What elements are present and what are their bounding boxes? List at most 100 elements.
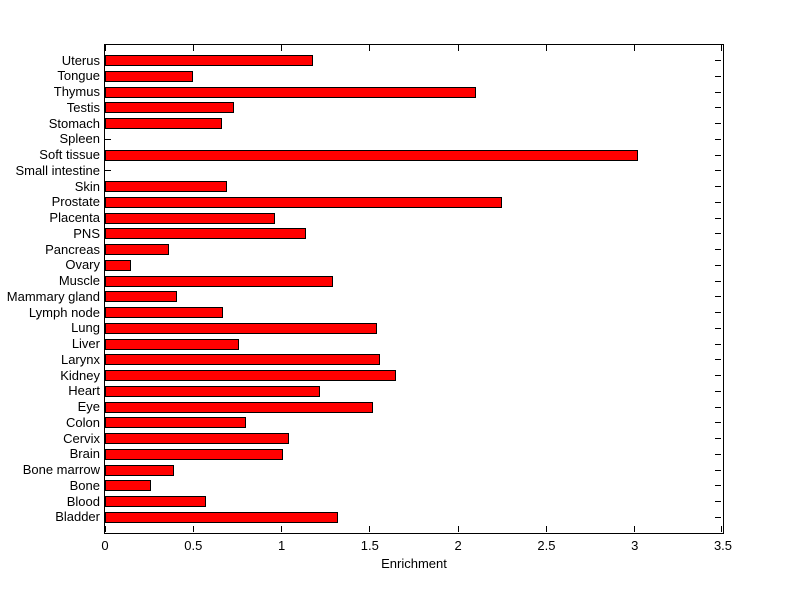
- y-tick-label-blood: Blood: [66, 493, 100, 509]
- y-tick-label-pancreas: Pancreas: [45, 241, 100, 257]
- bar-placenta: [105, 212, 275, 224]
- y-tick-label-bone: Bone: [69, 477, 100, 493]
- y-tick-right-heart: [715, 390, 721, 392]
- x-tick-bottom-5: [545, 526, 547, 532]
- y-tick-label-eye: Eye: [77, 399, 100, 415]
- bar-lymph-node: [105, 307, 223, 319]
- y-tick-label-uterus: Uterus: [61, 52, 100, 68]
- x-tick-bottom-7: [720, 526, 722, 532]
- y-tick-right-kidney: [715, 375, 721, 377]
- y-tick-label-bladder: Bladder: [55, 509, 100, 525]
- bar-ovary: [105, 259, 131, 271]
- y-tick-label-placenta: Placenta: [49, 210, 100, 226]
- y-tick-right-pns: [715, 233, 721, 235]
- y-tick-label-skin: Skin: [74, 178, 100, 194]
- y-tick-label-soft-tissue: Soft tissue: [39, 147, 100, 163]
- y-tick-right-tongue: [715, 75, 721, 77]
- bar-pns: [105, 228, 306, 240]
- bar-testis: [105, 102, 234, 114]
- bar-lung: [105, 322, 377, 334]
- bar-prostate: [105, 196, 502, 208]
- y-tick-label-brain: Brain: [69, 446, 100, 462]
- y-tick-right-placenta: [715, 217, 721, 219]
- bar-larynx: [105, 354, 380, 366]
- x-tick-bottom-2: [281, 526, 283, 532]
- bar-skin: [105, 181, 227, 193]
- x-tick-top-6: [634, 45, 636, 51]
- y-tick-right-ovary: [715, 264, 721, 266]
- x-axis-label: Enrichment: [381, 556, 447, 571]
- x-tick-label-7: 3.5: [713, 538, 733, 553]
- y-tick-right-lung: [715, 327, 721, 329]
- x-tick-label-5: 2.5: [537, 538, 556, 553]
- bar-bladder: [105, 511, 338, 523]
- y-tick-label-lung: Lung: [71, 320, 100, 336]
- bar-heart: [105, 385, 320, 397]
- y-tick-right-bone-marrow: [715, 469, 721, 471]
- y-tick-label-larynx: Larynx: [60, 351, 100, 367]
- y-tick-right-eye: [715, 406, 721, 408]
- y-tick-right-small-intestine: [715, 170, 721, 172]
- y-tick-right-blood: [715, 501, 721, 503]
- x-tick-bottom-4: [457, 526, 459, 532]
- bar-cervix: [105, 433, 289, 445]
- y-tick-right-muscle: [715, 280, 721, 282]
- x-tick-label-1: 0.5: [184, 538, 203, 553]
- y-tick-label-liver: Liver: [71, 336, 100, 352]
- y-tick-label-prostate: Prostate: [51, 194, 100, 210]
- y-tick-right-cervix: [715, 438, 721, 440]
- y-tick-label-colon: Colon: [66, 414, 100, 430]
- y-tick-label-testis: Testis: [66, 99, 100, 115]
- x-tick-top-1: [192, 45, 194, 51]
- y-tick-right-liver: [715, 343, 721, 345]
- y-tick-right-brain: [715, 453, 721, 455]
- y-tick-right-spleen: [715, 138, 721, 140]
- y-tick-label-bone-marrow: Bone marrow: [22, 462, 100, 478]
- y-tick-label-kidney: Kidney: [60, 367, 100, 383]
- y-tick-label-lymph-node: Lymph node: [28, 304, 100, 320]
- bar-uterus: [105, 55, 313, 67]
- x-tick-bottom-6: [634, 526, 636, 532]
- bar-liver: [105, 338, 239, 350]
- bar-bone-marrow: [105, 464, 174, 476]
- y-tick-label-muscle: Muscle: [58, 273, 100, 289]
- x-tick-label-6: 3: [631, 538, 639, 553]
- y-tick-right-bladder: [715, 516, 721, 518]
- y-tick-right-skin: [715, 186, 721, 188]
- bar-eye: [105, 401, 373, 413]
- x-tick-top-0: [104, 45, 106, 51]
- x-tick-top-4: [457, 45, 459, 51]
- x-tick-bottom-0: [104, 526, 106, 532]
- bar-tongue: [105, 70, 193, 82]
- y-tick-label-pns: PNS: [73, 225, 100, 241]
- y-tick-label-spleen: Spleen: [59, 131, 100, 147]
- bar-blood: [105, 496, 206, 508]
- y-tick-label-tongue: Tongue: [57, 68, 100, 84]
- y-tick-label-small-intestine: Small intestine: [15, 162, 100, 178]
- bar-bone: [105, 480, 151, 492]
- y-tick-right-larynx: [715, 359, 721, 361]
- bar-mammary-gland: [105, 291, 177, 303]
- y-tick-left-small-intestine: [105, 170, 111, 172]
- x-tick-bottom-3: [369, 526, 371, 532]
- x-tick-label-0: 0: [101, 538, 109, 553]
- x-tick-top-3: [369, 45, 371, 51]
- y-tick-right-stomach: [715, 123, 721, 125]
- y-tick-right-thymus: [715, 91, 721, 93]
- x-tick-label-2: 1: [277, 538, 286, 553]
- y-tick-label-stomach: Stomach: [48, 115, 100, 131]
- y-tick-right-soft-tissue: [715, 154, 721, 156]
- bar-thymus: [105, 86, 476, 98]
- bar-pancreas: [105, 244, 169, 256]
- x-tick-label-4: 2: [454, 538, 462, 553]
- y-tick-label-thymus: Thymus: [53, 84, 100, 100]
- y-tick-label-mammary-gland: Mammary gland: [6, 288, 100, 304]
- plot-area: [104, 44, 724, 534]
- y-tick-right-colon: [715, 422, 721, 424]
- y-tick-right-lymph-node: [715, 312, 721, 314]
- y-tick-right-testis: [715, 107, 721, 109]
- bar-kidney: [105, 370, 396, 382]
- y-tick-label-ovary: Ovary: [65, 257, 100, 273]
- x-tick-top-5: [545, 45, 547, 51]
